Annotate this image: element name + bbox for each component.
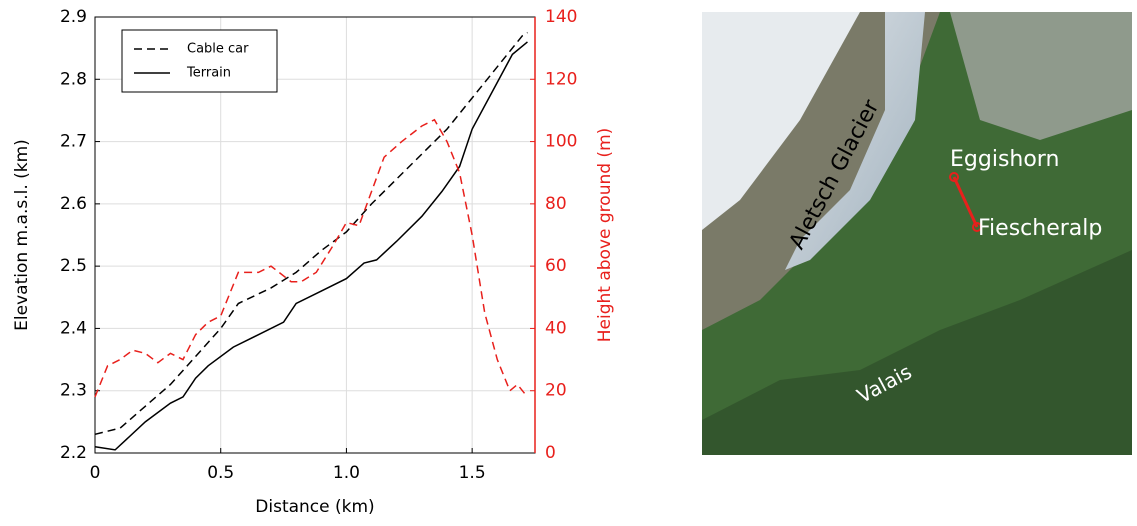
data-line <box>94 118 529 398</box>
map-label: Eggishorn <box>950 147 1059 172</box>
legend-label: Terrain <box>186 66 231 81</box>
station <box>972 222 982 232</box>
data-line <box>94 41 528 451</box>
y2-axis-label: Height above ground (m) <box>595 128 615 343</box>
x-tick-label: 1.0 <box>333 463 360 483</box>
y-axis-label: Elevation m.a.s.l. (km) <box>12 139 32 331</box>
y2-tick-label: 0 <box>545 443 556 463</box>
data-line <box>94 31 528 436</box>
legend-label: Cable car <box>187 42 249 57</box>
snow-area <box>702 12 860 230</box>
map: Aletsch Glacier Eggishorn Fiescheralp Va… <box>702 12 1132 455</box>
y-tick-label: 2.6 <box>60 194 87 214</box>
cable-route <box>952 176 979 228</box>
station <box>949 172 959 182</box>
y2-tick-label: 20 <box>545 381 567 401</box>
valley <box>702 250 1132 455</box>
y2-tick-label: 100 <box>545 132 577 152</box>
x-axis-label: Distance (km) <box>255 497 374 517</box>
legend <box>121 29 278 93</box>
y-tick-label: 2.2 <box>60 443 87 463</box>
y-tick-label: 2.7 <box>60 132 87 152</box>
y2-tick-label: 140 <box>545 7 577 27</box>
y-tick-label: 2.3 <box>60 381 87 401</box>
map-label: Fiescheralp <box>978 216 1102 241</box>
y-tick-label: 2.8 <box>60 69 87 89</box>
y-tick-label: 2.4 <box>60 318 87 338</box>
y-tick-label: 2.9 <box>60 7 87 27</box>
glacier <box>785 12 925 270</box>
x-tick-label: 1.5 <box>459 463 486 483</box>
y2-tick-label: 40 <box>545 318 567 338</box>
y2-tick-label: 60 <box>545 256 567 276</box>
y2-tick-label: 80 <box>545 194 567 214</box>
x-tick-label: 0.5 <box>207 463 234 483</box>
y-tick-label: 2.5 <box>60 256 87 276</box>
x-tick-label: 0 <box>90 463 101 483</box>
snow-area-east <box>950 12 1132 140</box>
y2-tick-label: 120 <box>545 69 577 89</box>
